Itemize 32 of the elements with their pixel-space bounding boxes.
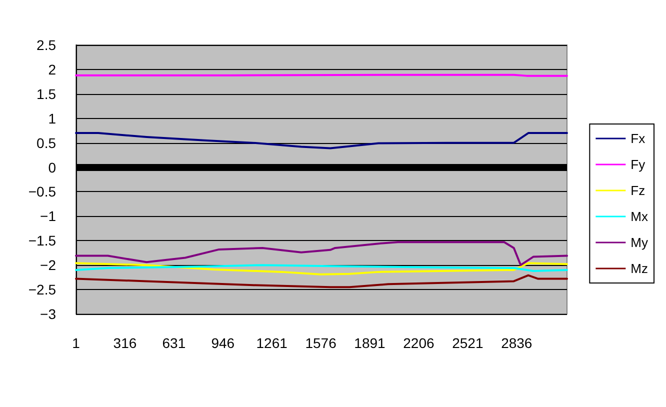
y-tick-label: −0.5: [28, 184, 56, 200]
y-tick-label: 1.5: [36, 86, 56, 102]
line-series: [75, 241, 568, 266]
x-tick-label: 2836: [501, 335, 532, 351]
y-tick-label: 2.5: [36, 37, 56, 53]
line-series: [75, 262, 568, 276]
line-series: [75, 274, 568, 288]
line-series: [75, 132, 568, 150]
y-tick-label: −3: [40, 306, 56, 322]
x-tick-label: 2206: [403, 335, 434, 351]
x-tick-label: 316: [113, 335, 137, 351]
legend-label: Fz: [630, 183, 646, 198]
y-tick-label: 0: [48, 159, 56, 176]
x-tick-label: 1: [72, 335, 80, 351]
y-tick-label: −1: [40, 208, 56, 224]
y-tick-label: 2: [48, 61, 56, 78]
legend-label: Fx: [630, 131, 646, 146]
legend-label: My: [630, 235, 648, 250]
y-tick-label: −2.5: [28, 282, 56, 298]
x-tick-label: 1261: [256, 335, 288, 351]
x-tick-label: 631: [162, 335, 186, 351]
y-tick-label: 1: [48, 110, 56, 126]
y-tick-label: 0.5: [36, 134, 56, 151]
legend-label: Mz: [630, 261, 648, 276]
legend-label: Fy: [630, 157, 646, 172]
x-tick-label: 2521: [452, 335, 484, 351]
legend-label: Mx: [630, 209, 648, 224]
y-tick-label: −2: [40, 257, 56, 274]
x-tick-label: 946: [211, 335, 235, 351]
y-tick-label: −1.5: [28, 232, 56, 249]
x-tick-label: 1891: [354, 335, 386, 351]
x-tick-label: 1576: [305, 335, 337, 351]
